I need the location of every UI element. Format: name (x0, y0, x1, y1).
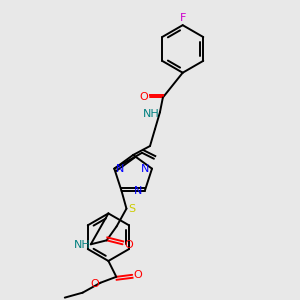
Text: O: O (90, 279, 99, 289)
Text: NH: NH (74, 240, 90, 250)
Text: O: O (134, 270, 142, 280)
Text: NH: NH (142, 109, 159, 119)
Text: O: O (124, 240, 133, 250)
Text: O: O (140, 92, 148, 103)
Text: S: S (128, 204, 135, 214)
Text: N: N (134, 186, 142, 196)
Text: N: N (141, 164, 149, 174)
Text: F: F (179, 13, 186, 23)
Text: N: N (116, 164, 124, 174)
